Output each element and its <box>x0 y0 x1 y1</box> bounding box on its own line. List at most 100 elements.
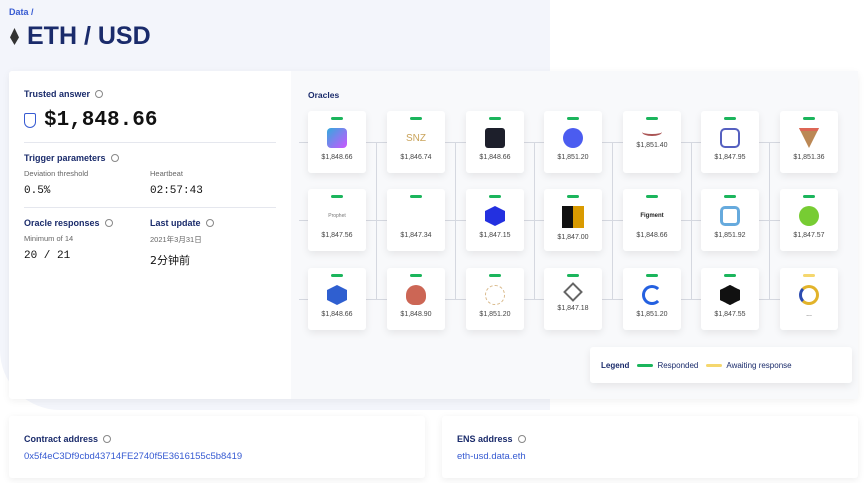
status-indicator <box>724 117 736 120</box>
oracle-price: $1,847.56 <box>321 232 353 239</box>
responses-value: 20 / 21 <box>24 250 71 262</box>
oracle-card[interactable]: $1,851.20 <box>466 268 524 330</box>
awaiting-swatch <box>706 363 723 367</box>
oracle-card[interactable]: $1,851.36 <box>780 111 838 173</box>
last-update-label: Last update <box>150 218 276 228</box>
oracle-card[interactable]: $1,851.20 <box>544 111 602 173</box>
contract-address-link[interactable]: 0x5f4eC3Df9cbd43714FE2740f5E3616155c5b84… <box>24 451 243 462</box>
status-indicator <box>331 195 343 198</box>
legend-text: Responded <box>657 360 699 370</box>
legend-responded: Responded <box>637 361 698 370</box>
oracle-price: $1,847.18 <box>557 305 589 312</box>
oracle-card[interactable]: $1,847.00 <box>544 189 602 251</box>
status-indicator <box>331 117 343 120</box>
v-logo-icon <box>799 128 819 148</box>
oracle-price: $1,847.15 <box>479 232 511 239</box>
minimum-label: Minimum of 14 <box>24 234 74 243</box>
ens-address-link[interactable]: eth-usd.data.eth <box>457 451 526 462</box>
status-indicator <box>410 195 422 198</box>
oracle-card[interactable]: $1,851.20 <box>623 268 681 330</box>
oracle-price: $1,848.66 <box>321 154 353 161</box>
deviation-value: 0.5% <box>24 185 51 197</box>
oracle-price: $1,848.66 <box>479 154 511 161</box>
flame-hex-logo-icon <box>327 285 347 305</box>
diamonds-logo-icon <box>563 282 583 302</box>
heartbeat-label: Heartbeat <box>150 169 183 178</box>
hex-outline-logo-icon <box>720 285 740 305</box>
feed-panel: Trusted answer $1,848.66 Trigger paramet… <box>9 71 858 399</box>
oracle-price: $1,848.66 <box>636 232 668 239</box>
info-icon[interactable] <box>95 90 104 98</box>
oracle-price: $1,851.20 <box>557 154 589 161</box>
oracle-card[interactable]: $1,847.18 <box>544 268 602 330</box>
status-indicator <box>803 274 815 277</box>
breadcrumb[interactable]: Data / <box>9 7 34 17</box>
oracle-price: $1,851.20 <box>479 311 511 318</box>
oracle-card[interactable]: $1,847.15 <box>466 189 524 251</box>
status-indicator <box>724 195 736 198</box>
ens-address-card: ENS address eth-usd.data.eth <box>442 416 858 478</box>
contract-address-label: Contract address <box>24 434 410 444</box>
label: ENS address <box>457 434 513 444</box>
prophet-logo-icon: Prophet <box>328 213 346 219</box>
title-text: ETH / USD <box>27 22 151 50</box>
badge-logo-icon <box>406 285 426 305</box>
oracle-price: $1,847.00 <box>557 234 589 241</box>
oracle-card[interactable]: $1,851.40 <box>623 111 681 173</box>
figment-logo-icon: Figment <box>640 213 664 219</box>
code-brackets-logo-icon <box>406 206 426 226</box>
oracle-card[interactable]: SNZ $1,846.74 <box>387 111 445 173</box>
legend-awaiting: Awaiting response <box>706 361 792 370</box>
oracles-section: Oracles Legend Responded Awaiting respon… <box>291 71 858 399</box>
label: Trigger parameters <box>24 153 106 163</box>
oracle-card[interactable]: $1,847.95 <box>701 111 759 173</box>
oracle-card[interactable]: ... <box>780 268 838 330</box>
oracle-card[interactable]: $1,847.57 <box>780 189 838 251</box>
status-indicator <box>724 274 736 277</box>
status-indicator <box>331 274 343 277</box>
trusted-answer-value: $1,848.66 <box>44 109 158 132</box>
oracle-price: $1,847.57 <box>793 232 825 239</box>
feed-summary: Trusted answer $1,848.66 Trigger paramet… <box>9 71 291 399</box>
label: Last update <box>150 218 201 228</box>
oracle-card[interactable]: Prophet $1,847.56 <box>308 189 366 251</box>
c-circle-logo-icon <box>642 285 662 305</box>
oracle-card[interactable]: $1,847.34 <box>387 189 445 251</box>
heartbeat-value: 02:57:43 <box>150 185 203 197</box>
label: Oracle responses <box>24 218 100 228</box>
snz-logo-icon: SNZ <box>406 132 426 144</box>
oracle-card[interactable]: Figment $1,848.66 <box>623 189 681 251</box>
trigger-parameters-label: Trigger parameters <box>24 153 276 163</box>
oracle-card[interactable]: $1,851.92 <box>701 189 759 251</box>
oracle-card[interactable]: $1,848.66 <box>466 111 524 173</box>
oracle-price: $1,847.55 <box>714 311 746 318</box>
status-indicator <box>646 274 658 277</box>
oracle-price: $1,851.92 <box>714 232 746 239</box>
contract-address-card: Contract address 0x5f4eC3Df9cbd43714FE27… <box>9 416 425 478</box>
oracle-card[interactable]: $1,848.66 <box>308 268 366 330</box>
info-icon[interactable] <box>205 219 214 227</box>
oracle-card[interactable]: $1,848.90 <box>387 268 445 330</box>
label: Trusted answer <box>24 89 91 99</box>
oracle-card[interactable]: $1,848.66 <box>308 111 366 173</box>
info-icon[interactable] <box>104 219 113 227</box>
fish-logo-icon <box>799 206 819 226</box>
deviation-label: Deviation threshold <box>24 169 89 178</box>
shield-icon <box>24 113 36 128</box>
status-indicator <box>803 117 815 120</box>
oracle-card[interactable]: $1,847.55 <box>701 268 759 330</box>
info-icon[interactable] <box>110 154 119 162</box>
info-icon[interactable] <box>517 435 526 443</box>
cube-logo-icon <box>327 128 347 148</box>
status-indicator <box>489 274 501 277</box>
divider <box>24 142 276 143</box>
last-update-date: 2021年3月31日 <box>150 235 202 244</box>
wave-logo-icon <box>642 128 662 136</box>
status-indicator <box>567 195 579 198</box>
info-icon[interactable] <box>103 435 112 443</box>
oracle-price: $1,848.66 <box>321 311 353 318</box>
oracle-price: ... <box>806 311 812 318</box>
divider <box>24 207 276 208</box>
trusted-answer-label: Trusted answer <box>24 89 276 99</box>
status-indicator <box>803 195 815 198</box>
